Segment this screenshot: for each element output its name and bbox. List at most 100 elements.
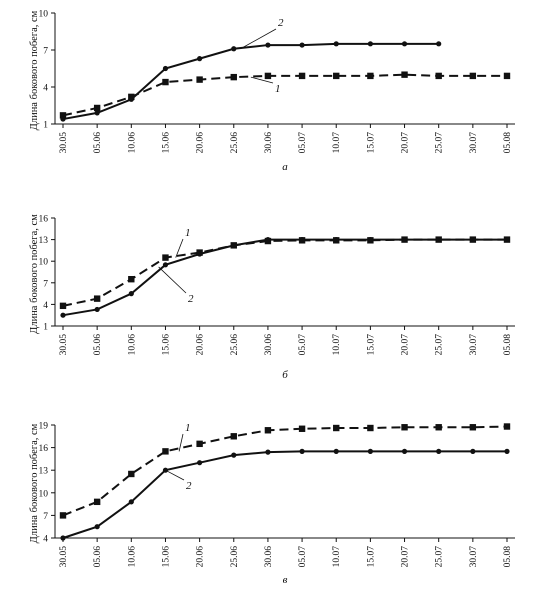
x-tick-label: 20.07	[401, 334, 411, 356]
x-tick-label: 05.08	[503, 132, 513, 154]
series-1-point	[230, 73, 237, 81]
chart-panel-c: 4 7 10 13 16 19 30.05 05.06 10.06 15.06 20.06 25.06…	[29, 422, 515, 586]
y-tick-label: 4	[43, 84, 48, 94]
series-2-point	[504, 448, 510, 454]
series-1-point	[367, 72, 374, 80]
curve-label-1: 1	[275, 83, 281, 95]
curve-label-2: 2	[188, 293, 194, 305]
y-axis-label: Длина бокового побега, см	[29, 423, 40, 543]
x-tick-label: 30.07	[469, 334, 479, 356]
x-tick-label: 05.07	[298, 132, 308, 154]
series-2-point	[367, 237, 373, 243]
series-2-point	[94, 306, 100, 313]
series-2-point	[333, 448, 339, 454]
x-tick-label: 05.06	[93, 334, 103, 356]
x-tick-label: 05.07	[298, 334, 308, 356]
series-1-point	[162, 448, 169, 455]
chart-panel-a: 1 4 7 10 30.05 05.06 10.06 15.06 20.06 25.06 30.06…	[29, 10, 515, 173]
series-2-point	[60, 535, 66, 541]
series-1-point	[264, 72, 272, 80]
x-tick-label: 05.06	[93, 132, 103, 154]
series-1-point	[503, 72, 511, 80]
y-tick-label: 16	[39, 215, 49, 225]
series-2-point	[265, 449, 271, 455]
series-2-point	[401, 41, 408, 47]
series-1-point	[196, 76, 203, 83]
x-tick-label: 10.07	[332, 546, 342, 568]
panel-label: а	[282, 161, 288, 173]
x-tick-label: 25.07	[435, 546, 445, 568]
series-1-point	[333, 424, 340, 432]
x-tick-label: 25.06	[230, 546, 240, 568]
series-2-line	[62, 42, 439, 121]
series-1-point	[367, 424, 374, 432]
curve-label-1: 1	[185, 227, 191, 239]
x-tick-label: 30.05	[59, 334, 69, 356]
curve-label-leader	[165, 469, 185, 481]
x-tick-label: 30.05	[59, 546, 69, 568]
series-1-point	[264, 427, 272, 434]
series-2-point	[436, 237, 442, 243]
series-1-point	[469, 72, 477, 80]
y-tick-label: 10	[39, 489, 49, 499]
series-2-point	[231, 46, 237, 52]
series-2-point	[333, 237, 339, 243]
x-tick-label: 30.06	[264, 546, 274, 568]
series-2-point	[333, 41, 339, 47]
y-tick-label: 10	[39, 10, 49, 20]
x-tick-label: 20.06	[196, 132, 206, 154]
x-tick-label: 30.06	[264, 132, 274, 154]
x-tick-label: 15.07	[366, 334, 376, 356]
series-2-point	[299, 448, 305, 454]
series-1-point	[230, 433, 237, 440]
series-2-point	[128, 96, 134, 102]
x-tick-label: 10.07	[332, 132, 342, 154]
series-2-point	[367, 41, 373, 47]
x-tick-label: 20.07	[401, 546, 411, 568]
x-tick-label: 05.08	[503, 334, 513, 356]
series-2-point	[60, 312, 66, 318]
series-1-point	[59, 112, 67, 119]
y-tick-label: 7	[43, 47, 48, 57]
x-tick-label: 30.07	[469, 132, 479, 154]
x-tick-label: 15.06	[161, 546, 171, 568]
series-2-point	[162, 65, 169, 72]
series-1-point	[93, 295, 101, 302]
x-tick-label: 30.05	[59, 132, 69, 154]
series-2-point	[94, 524, 100, 530]
series-1-point	[59, 512, 67, 519]
series-1-point	[59, 302, 67, 310]
series-1-line	[62, 425, 508, 517]
x-tick-label: 05.08	[503, 546, 513, 568]
series-1-point	[128, 276, 135, 283]
series-1-point	[162, 254, 169, 261]
series-2-point	[265, 237, 271, 243]
series-1-point	[401, 424, 408, 431]
series-1-point	[196, 440, 203, 448]
series-2-point	[470, 448, 476, 454]
curve-label-2: 2	[278, 17, 284, 29]
y-axis-label: Длина бокового побега, см	[29, 10, 40, 130]
series-1-point	[435, 424, 442, 431]
series-2-point	[94, 110, 100, 116]
series-2-line	[62, 238, 507, 317]
series-2-point	[401, 448, 408, 454]
series-1-point	[333, 72, 340, 80]
chart-panel-b: 1 4 7 10 13 16 30.05 05.06 10.06 15.06 20.06 25.06 3…	[29, 214, 515, 381]
y-tick-label: 1	[43, 323, 48, 333]
x-tick-label: 20.06	[196, 334, 206, 356]
y-tick-label: 7	[43, 279, 48, 289]
curve-label-1: 1	[185, 422, 191, 434]
x-tick-label: 30.07	[469, 546, 479, 568]
x-tick-label: 10.06	[127, 334, 137, 356]
x-tick-label: 05.06	[93, 546, 103, 568]
x-tick-label: 30.06	[264, 334, 274, 356]
series-2-point	[436, 448, 442, 454]
y-tick-label: 10	[39, 258, 49, 268]
series-1-point	[162, 78, 169, 86]
series-1-point	[503, 423, 511, 430]
series-2-point	[401, 237, 408, 243]
panel-label: б	[282, 369, 288, 381]
y-tick-label: 19	[39, 422, 49, 432]
